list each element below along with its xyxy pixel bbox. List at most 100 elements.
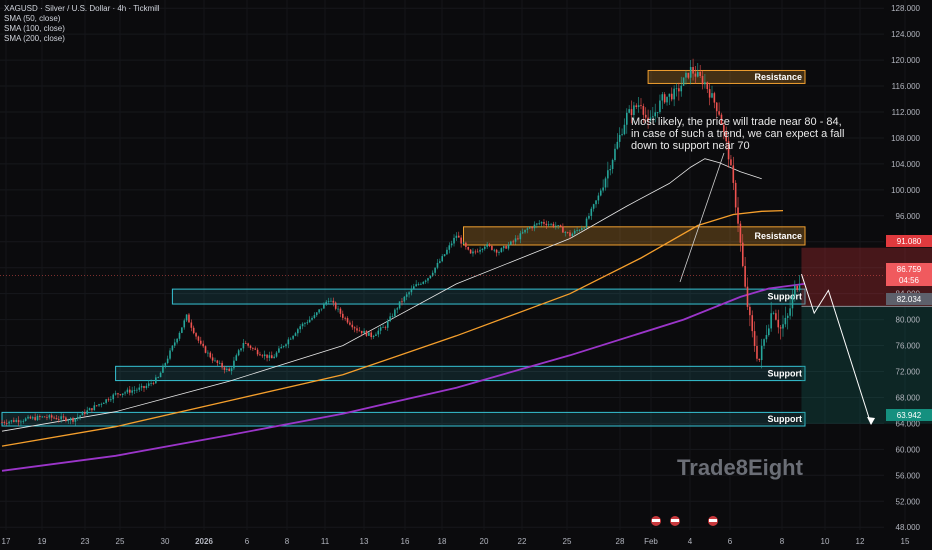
candle-body [24,418,27,421]
candle-body [200,340,202,344]
candle-body [147,383,150,386]
annotation: Most likely, the price will trade near 8… [631,116,844,283]
x-tick-label: 4 [688,537,693,546]
legend-sma100: SMA (100, close) [4,24,65,33]
candle-body [621,134,623,135]
economic-event-icon[interactable] [708,516,718,526]
candle-body [749,306,751,316]
candle-body [739,223,742,243]
candle-body [472,251,474,254]
candle-body [79,415,81,417]
candle-body [533,224,536,229]
candle-body [29,416,32,419]
candle-body [607,170,609,179]
candle-body [706,82,709,90]
candle-body [8,421,10,424]
candle-body [5,422,8,424]
candle-body [230,368,233,372]
candle-body [117,393,119,395]
candle-body [292,335,294,339]
candle-body [751,315,754,332]
annotation-arrow [679,152,725,283]
candle-body [410,288,413,293]
candle-body [72,418,74,422]
candle-body [389,316,391,322]
candle-body [207,352,209,354]
candle-body [155,377,157,384]
x-tick-label: 20 [480,537,489,546]
candle-body [98,404,100,406]
candle-body [770,313,772,329]
candle-body [169,350,171,359]
candle-body [652,116,654,118]
candle-body [431,272,434,276]
y-tick-label: 56.000 [896,471,921,480]
candle-body [278,348,280,353]
x-tick-label: 17 [2,537,11,546]
candle-body [339,308,342,314]
candle-body [701,75,704,85]
candle-body [62,416,65,418]
target-region [801,306,932,424]
candle-body [214,360,216,362]
legend-symbol: XAGUSD · Silver / U.S. Dollar · 4h · Tic… [4,4,160,13]
economic-event-icon[interactable] [670,516,680,526]
candle-body [102,402,105,404]
candle-body [616,141,619,149]
candle-body [382,326,384,328]
zone-resistance [463,226,806,246]
x-tick-label: 28 [616,537,625,546]
candle-body [654,112,656,117]
candle-body [725,131,727,142]
candle-body [313,315,316,318]
candle-body [545,223,548,226]
candle-body [734,182,737,208]
zone-label: Resistance [754,72,802,82]
time-axis[interactable]: 17 19 23 25 30 2026 6 8 11 13 16 18 20 22 25 28 Feb 4 6 8 10… [2,537,910,546]
candle-body [318,309,320,313]
candle-body [687,72,690,78]
candle-body [351,324,354,328]
candle-body [84,412,86,415]
candle-body [228,368,230,372]
y-tick-label: 60.000 [896,445,921,454]
candle-body [209,352,212,358]
candle-body [124,392,126,394]
candle-body [474,251,477,253]
candle-body [775,313,777,320]
candle-body [673,88,675,100]
candle-body [143,386,145,388]
candle-body [439,261,441,263]
candle-body [585,218,588,228]
candle-body [114,393,117,395]
candle-body [422,281,425,284]
candle-body [192,327,195,334]
event-icons[interactable] [651,516,718,526]
economic-event-icon[interactable] [651,516,661,526]
candle-body [789,308,791,316]
candle-body [306,322,309,324]
candle-body [183,320,186,328]
candle-body [353,327,356,329]
candle-body [36,416,39,420]
candle-body [602,187,604,191]
candle-body [604,178,607,188]
tag-82: 82.034 [886,293,932,305]
candle-body [517,238,519,240]
tag-91-text: 91.080 [897,237,922,246]
candle-body [287,339,290,345]
candle-body [100,403,103,405]
candle-body [760,345,763,361]
x-tick-label: 30 [161,537,170,546]
x-tick-label: 11 [321,537,330,546]
x-tick-label: 19 [38,537,47,546]
y-tick-label: 80.000 [896,316,921,325]
zone-support [115,365,806,382]
candle-body [786,315,789,318]
candle-body [746,286,749,307]
candle-body [524,229,526,233]
candle-body [476,251,479,253]
annotation-line-3: down to support near 70 [631,140,750,152]
y-tick-label: 100.000 [891,186,920,195]
